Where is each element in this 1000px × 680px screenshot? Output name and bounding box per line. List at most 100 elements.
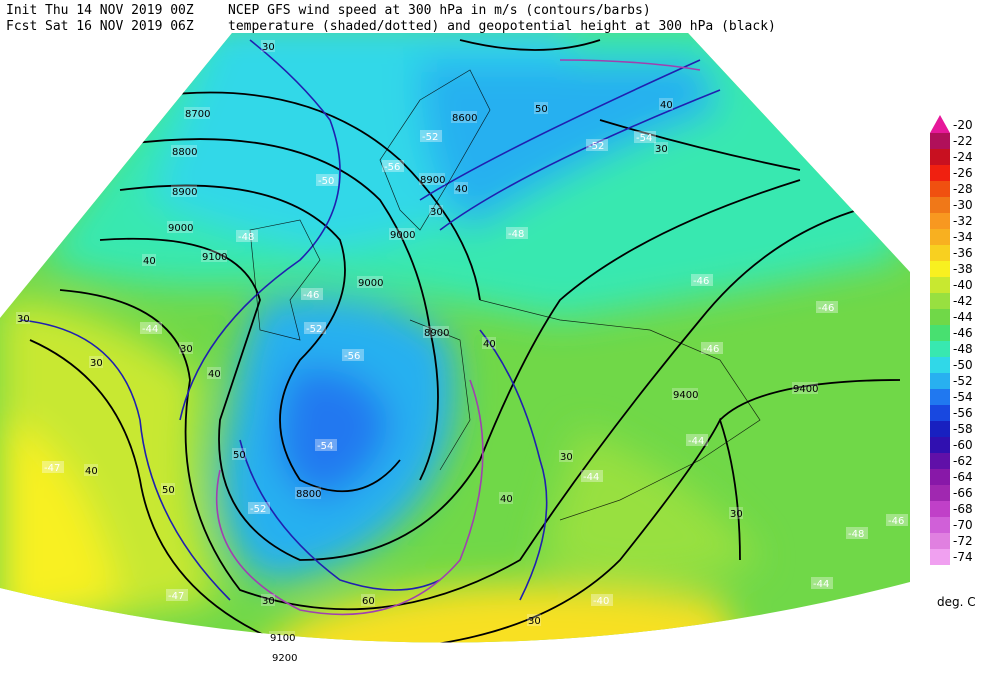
height-label: 9100 — [202, 252, 227, 263]
temp-label: -46 — [888, 516, 904, 527]
legend-swatch — [930, 115, 950, 133]
label-box — [171, 185, 197, 197]
temp-label-box — [166, 589, 188, 601]
legend-swatch — [930, 549, 950, 565]
temp-label: -46 — [693, 276, 709, 287]
legend-label: -54 — [953, 390, 973, 404]
legend-label: -32 — [953, 214, 973, 228]
temp-label: -44 — [583, 472, 599, 483]
legend-swatch — [930, 421, 950, 437]
temp-label: -56 — [384, 162, 400, 173]
temp-label: -52 — [422, 132, 438, 143]
label-box — [142, 254, 156, 266]
label-box — [361, 594, 375, 606]
height-label: 9400 — [793, 384, 818, 395]
wind-label: 30 — [262, 42, 275, 53]
label-box — [271, 651, 297, 663]
temp-label: -44 — [813, 579, 829, 590]
temp-label-box — [586, 139, 608, 151]
height-label: 8900 — [424, 328, 449, 339]
fcst-label: Fcst — [6, 19, 37, 34]
legend-swatch — [930, 309, 950, 325]
label-box — [232, 448, 246, 460]
legend-label: -30 — [953, 198, 973, 212]
temp-label-box — [315, 439, 337, 451]
header: Init Thu 14 NOV 2019 00Z NCEP GFS wind s… — [6, 3, 776, 34]
legend-swatch — [930, 389, 950, 405]
temp-label: -44 — [142, 324, 158, 335]
temp-label: -52 — [588, 141, 604, 152]
height-label: 9000 — [358, 278, 383, 289]
height-label: 8800 — [172, 147, 197, 158]
legend-swatch — [930, 373, 950, 389]
temp-label-box — [506, 227, 528, 239]
label-box — [499, 492, 513, 504]
temp-label: -47 — [44, 463, 60, 474]
init-date: Thu 14 NOV 2019 00Z — [45, 3, 194, 18]
temp-label-box — [248, 502, 270, 514]
wind-label: 30 — [90, 358, 103, 369]
legend-swatch — [930, 133, 950, 149]
label-box — [179, 342, 193, 354]
label-box — [389, 228, 415, 240]
label-box — [534, 102, 548, 114]
legend-swatch — [930, 517, 950, 533]
height-label: 9200 — [272, 653, 297, 664]
legend-label: -70 — [953, 518, 973, 532]
temp-label-box — [316, 174, 338, 186]
legend-swatch — [930, 293, 950, 309]
temp-label-box — [581, 470, 603, 482]
init-label: Init — [6, 3, 37, 18]
temp-label-box — [304, 322, 326, 334]
legend-label: -58 — [953, 422, 973, 436]
legend-label: -34 — [953, 230, 973, 244]
legend-label: -66 — [953, 486, 973, 500]
legend-swatch — [930, 181, 950, 197]
wind-label: 50 — [162, 485, 175, 496]
legend-swatch — [930, 149, 950, 165]
temp-label: -54 — [317, 441, 333, 452]
wind-label: 30 — [560, 452, 573, 463]
legend-swatch — [930, 357, 950, 373]
wind-label: 30 — [262, 596, 275, 607]
legend-swatch — [930, 469, 950, 485]
fcst-date: Sat 16 NOV 2019 06Z — [45, 19, 194, 34]
temp-label-box — [301, 288, 323, 300]
label-box — [423, 326, 449, 338]
height-label: 9000 — [390, 230, 415, 241]
legend-label: -56 — [953, 406, 973, 420]
wind-label: 40 — [143, 256, 156, 267]
label-box — [357, 276, 383, 288]
legend-swatch — [930, 533, 950, 549]
height-label: 8800 — [296, 489, 321, 500]
legend-label: -22 — [953, 134, 973, 148]
height-label: 8600 — [452, 113, 477, 124]
legend-swatch — [930, 501, 950, 517]
height-label: 8900 — [420, 175, 445, 186]
label-box — [672, 388, 698, 400]
label-box — [16, 312, 30, 324]
temp-label: -56 — [344, 351, 360, 362]
legend-label: -46 — [953, 326, 973, 340]
temp-label-box — [342, 349, 364, 361]
temp-label-box — [701, 342, 723, 354]
legend-swatch — [930, 229, 950, 245]
label-box — [184, 107, 210, 119]
label-box — [167, 221, 193, 233]
wind-label: 30 — [528, 616, 541, 627]
header-text: NCEP GFS wind speed at 300 hPa in m/s (c… — [228, 3, 651, 18]
temp-label-box — [382, 160, 404, 172]
label-box — [261, 40, 275, 52]
legend-label: -28 — [953, 182, 973, 196]
wind-label: 30 — [730, 509, 743, 520]
height-label: 9400 — [673, 390, 698, 401]
temp-label: -46 — [303, 290, 319, 301]
label-box — [269, 631, 295, 643]
label-box — [454, 182, 468, 194]
temp-label-box — [236, 230, 258, 242]
label-box — [89, 356, 103, 368]
label-box — [84, 464, 98, 476]
legend-swatch — [930, 261, 950, 277]
